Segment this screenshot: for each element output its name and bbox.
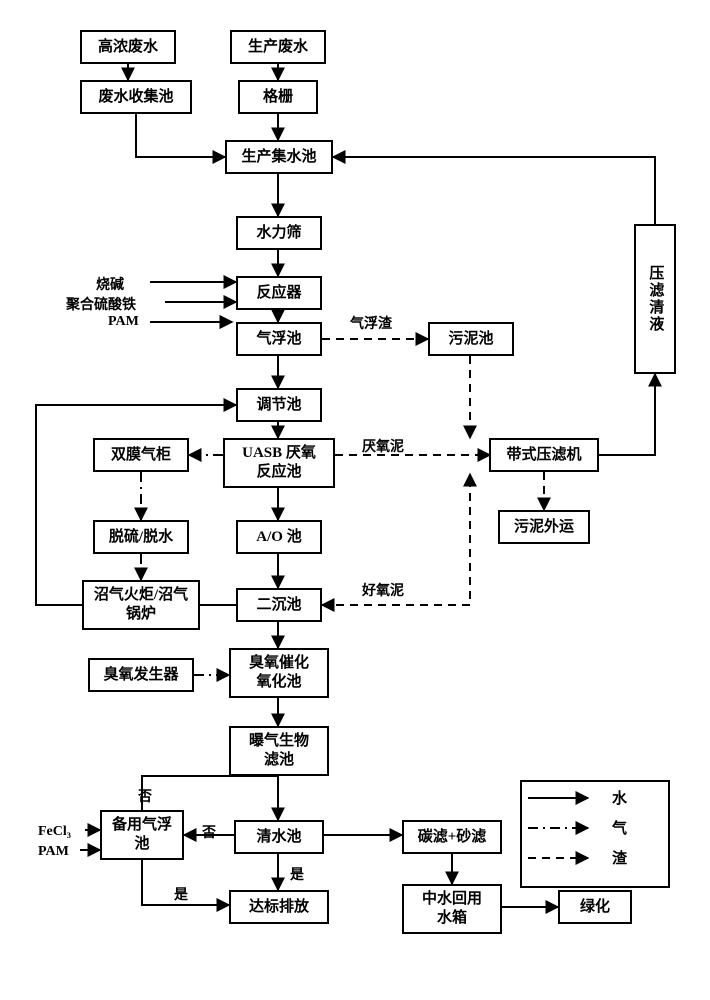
node-n23: 带式压滤机 [489, 438, 599, 472]
node-n25: 碳滤+砂滤 [402, 820, 502, 854]
node-n4: 格栅 [238, 80, 318, 114]
edge-34 [142, 776, 278, 810]
node-n8: 气浮池 [236, 322, 322, 356]
node-n22: 污泥池 [428, 322, 514, 356]
node-n28: 压滤清液 [634, 224, 676, 374]
node-n18: 脱硫/脱水 [93, 520, 189, 554]
edge-label-e2: 厌氧泥 [362, 436, 404, 456]
edge-label-e1: 气浮渣 [350, 313, 392, 333]
edge-label-e5: 否 [202, 822, 216, 842]
node-n1: 高浓废水 [80, 30, 176, 64]
legend: 水气渣 [520, 780, 670, 888]
node-n11: A/O 池 [236, 520, 322, 554]
edge-24 [599, 374, 655, 455]
edge-label-e4: 否 [138, 786, 152, 806]
node-n2: 废水收集池 [80, 80, 192, 114]
input-i1: 烧碱 [96, 274, 124, 294]
node-n14: 曝气生物滤池 [229, 726, 329, 776]
node-n26: 中水回用水箱 [402, 884, 502, 934]
input-i5: PAM [38, 844, 69, 860]
input-i4: FeCl₃ [38, 824, 71, 840]
edge-label-e3: 好氧泥 [362, 580, 404, 600]
node-n12: 二沉池 [236, 588, 322, 622]
edge-3 [136, 114, 225, 157]
svg-text:气: 气 [611, 819, 627, 837]
node-n15: 清水池 [234, 820, 324, 854]
node-n13: 臭氧催化氧化池 [229, 648, 329, 698]
edge-25 [333, 157, 655, 224]
node-n6: 水力筛 [236, 216, 322, 250]
edge-label-e7: 是 [290, 864, 304, 884]
node-n16: 达标排放 [229, 890, 329, 924]
svg-text:水: 水 [612, 789, 628, 807]
input-i2: 聚合硫酸铁 [66, 294, 136, 314]
svg-text:渣: 渣 [612, 849, 628, 867]
node-n17: 双膜气柜 [93, 438, 189, 472]
edge-30 [36, 405, 236, 605]
node-n27: 绿化 [558, 890, 632, 924]
edge-label-e6: 是 [174, 884, 188, 904]
node-n21: 备用气浮池 [100, 810, 184, 860]
node-n24: 污泥外运 [498, 510, 590, 544]
node-n19: 沼气火炬/沼气锅炉 [82, 580, 200, 630]
node-n3: 生产废水 [230, 30, 326, 64]
node-n10: UASB 厌氧反应池 [223, 438, 335, 488]
node-n5: 生产集水池 [225, 140, 333, 174]
node-n9: 调节池 [236, 388, 322, 422]
node-n7: 反应器 [236, 276, 322, 310]
node-n20: 臭氧发生器 [88, 658, 194, 692]
input-i3: PAM [108, 314, 139, 330]
